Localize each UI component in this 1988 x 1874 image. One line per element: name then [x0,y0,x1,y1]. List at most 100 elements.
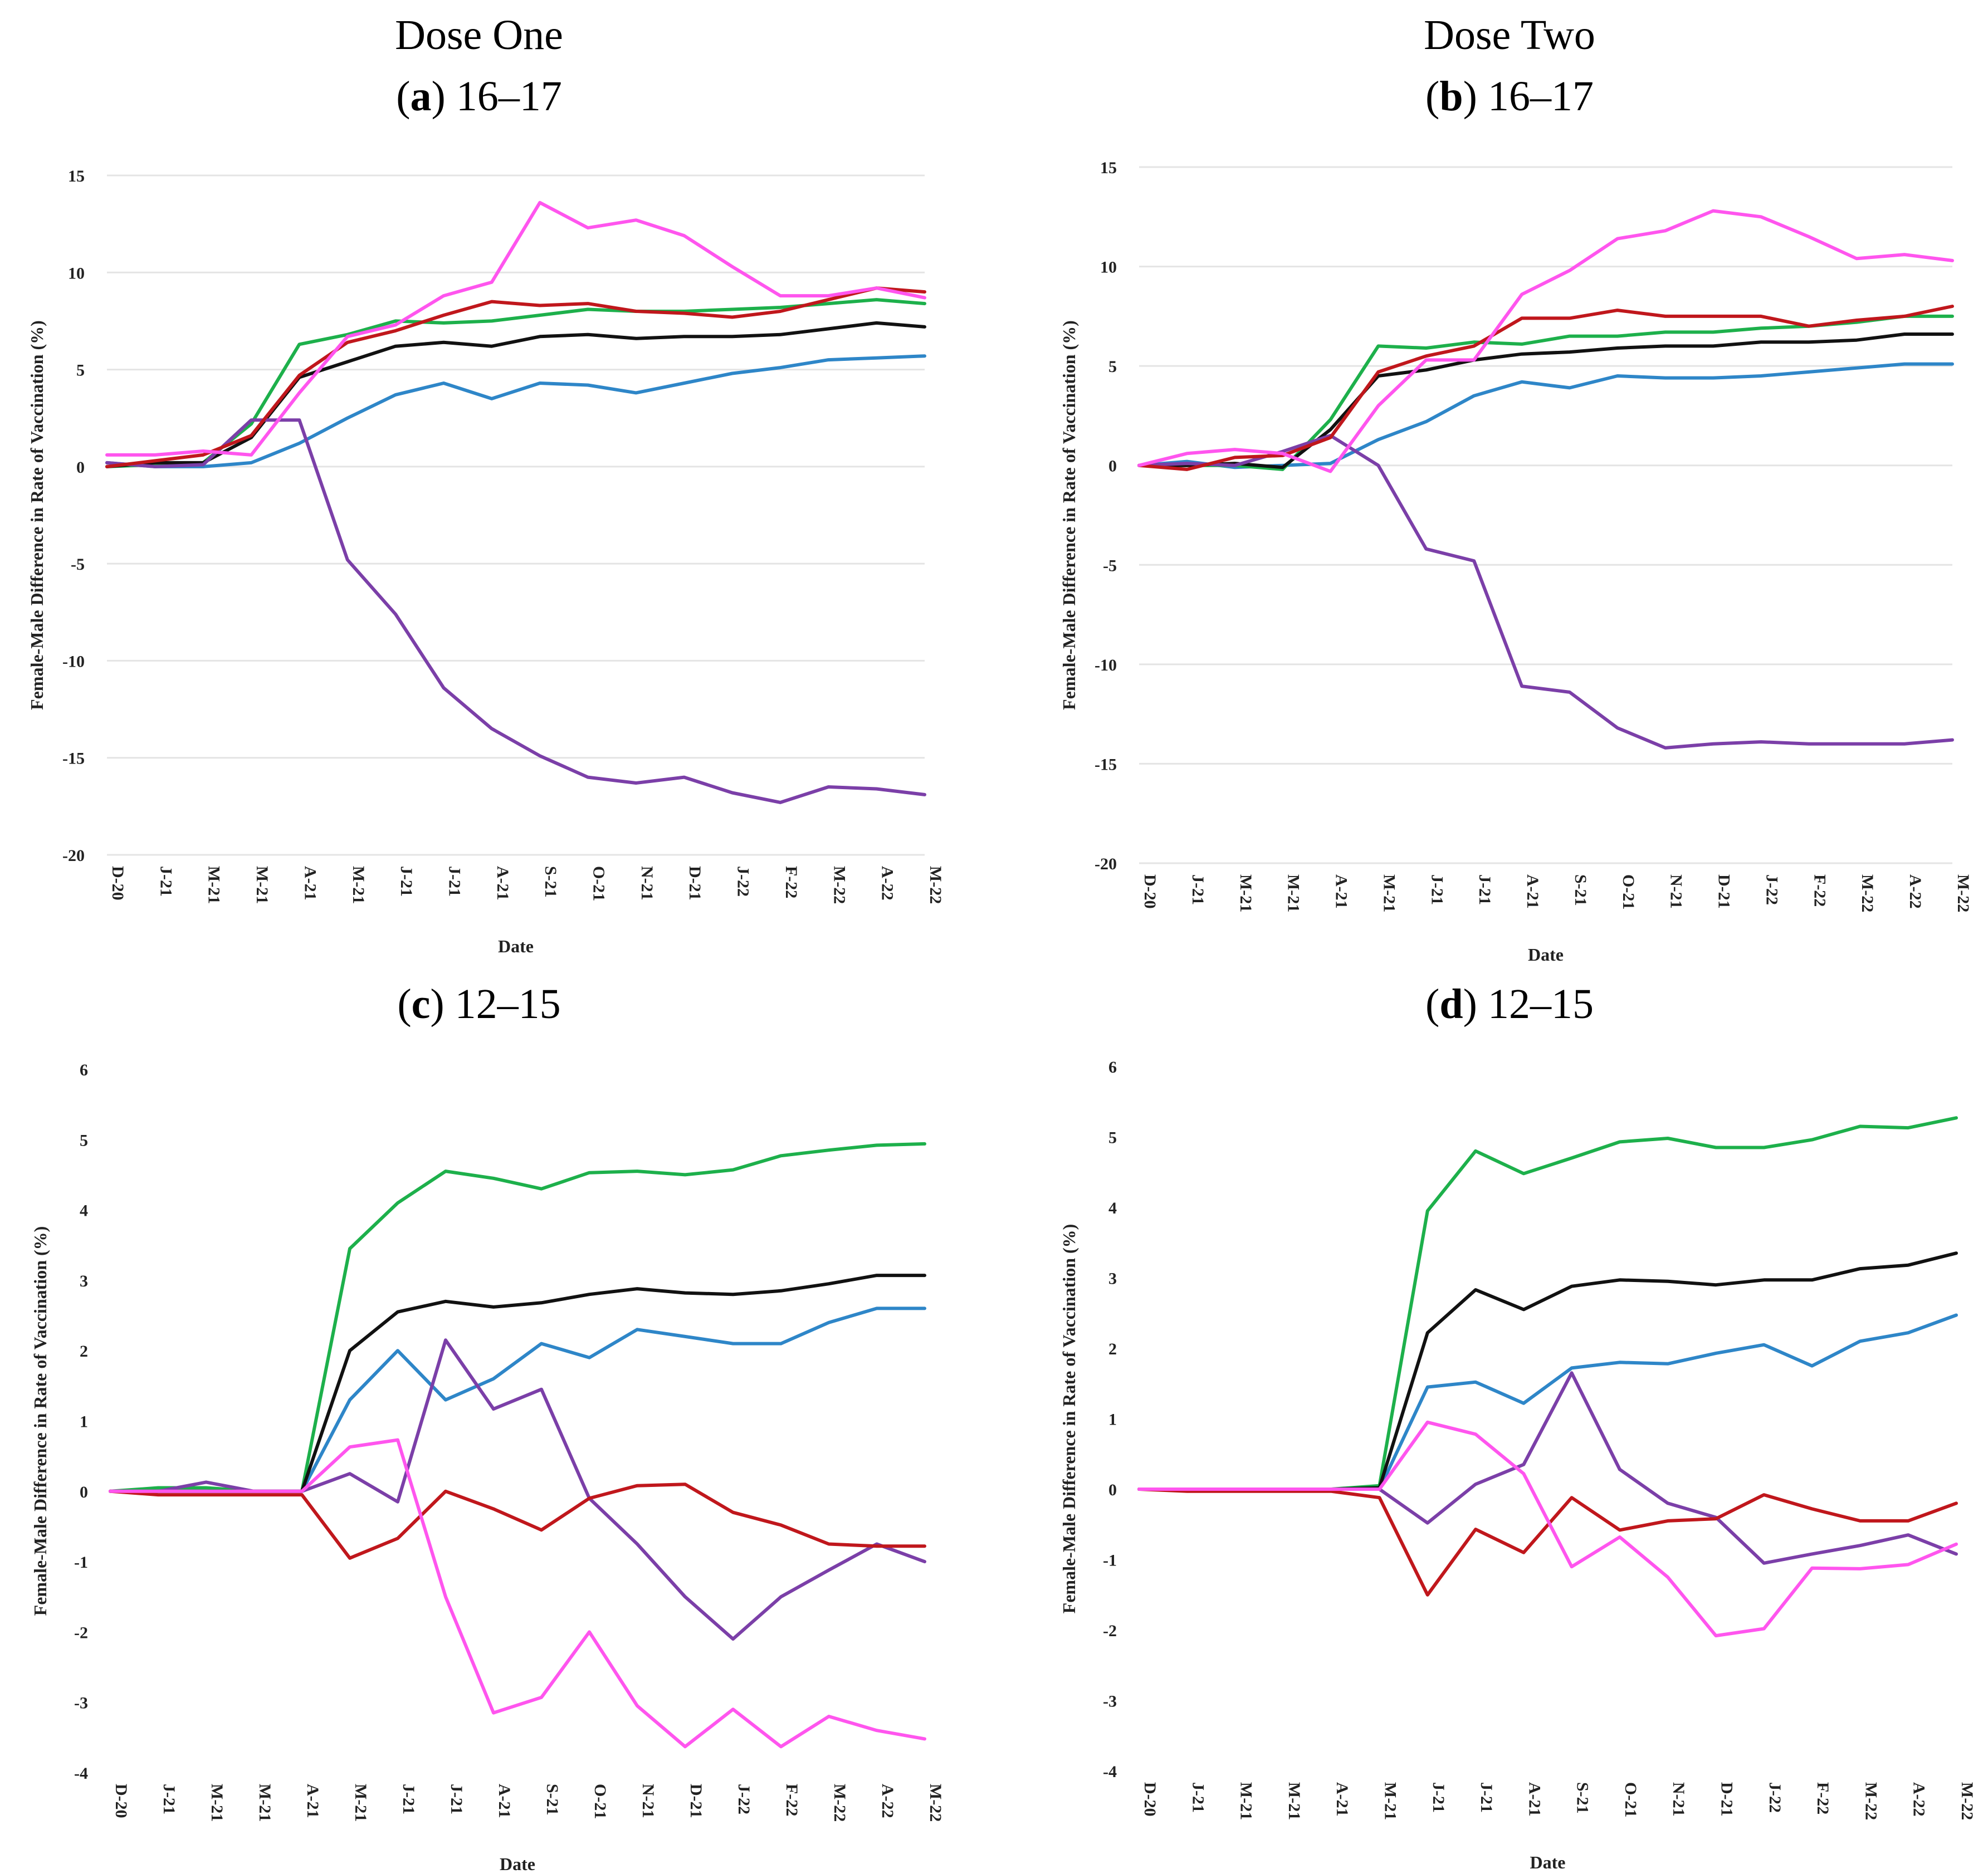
xtick-a-15: M-22 [830,866,848,904]
ytick-b-4: 0 [1108,457,1117,476]
column-title-dose-two: Dose Two [1424,12,1595,58]
ylabel-b: Female-Male Difference in Rate of Vaccin… [1059,320,1079,710]
ytick-a-5: 5 [76,361,85,380]
ytick-d-10: 6 [1108,1058,1117,1077]
xtick-c-0: D-20 [112,1784,130,1818]
ytick-c-6: 2 [80,1342,88,1361]
panel-label-b: 16–17 [1487,73,1594,120]
chart-d: -4 -3 -2 -1 0 1 2 3 4 5 6 D-20 J-21 M-21 M-21 A-21 M-21 J… [1059,1058,1976,1872]
xtick-a-17: M-22 [926,866,945,904]
xtick-d-5: M-21 [1381,1782,1399,1820]
xtick-d-1: J-21 [1189,1782,1207,1813]
ytick-d-8: 4 [1108,1199,1117,1217]
xtick-b-4: A-21 [1332,874,1351,909]
series-line-b-purple [1137,434,1954,750]
panel-letter-c: c [411,981,431,1027]
series-line-c-green [109,1142,926,1493]
series-line-b-red [1137,305,1954,471]
panel-letter-d: d [1439,981,1463,1027]
xtick-c-7: J-21 [447,1784,466,1814]
xtick-d-13: J-22 [1766,1782,1784,1813]
ylabel-a: Female-Male Difference in Rate of Vaccin… [27,320,47,710]
xtick-a-9: S-21 [541,866,560,898]
series-line-d-green [1137,1116,1958,1491]
ytick-b-2: -10 [1095,656,1117,674]
xtick-b-12: D-21 [1715,874,1733,909]
panel-label-c: 12–15 [455,981,561,1027]
ytick-b-3: -5 [1103,556,1117,575]
panel-letter-a: a [410,73,432,120]
ytick-c-10: 6 [80,1061,88,1079]
ytick-c-2: -2 [74,1623,88,1642]
ytick-a-0: -20 [62,847,85,865]
chart-c: -4 -3 -2 -1 0 1 2 3 4 5 6 D-20 J-21 M-21 M-21 A-21 M-21 J… [30,1061,945,1874]
xtick-d-14: F-22 [1814,1782,1832,1814]
xtick-c-15: M-22 [831,1784,849,1822]
xtick-c-3: M-21 [256,1784,274,1822]
xtick-c-5: M-21 [351,1784,370,1822]
chart-a: -20 -15 -10 -5 0 5 10 15 D-20 J-21 M-21 M-21 A-21 M-2… [27,167,945,956]
xtick-d-7: J-21 [1477,1782,1496,1813]
xtick-a-7: J-21 [445,866,463,897]
ytick-d-6: 2 [1108,1340,1117,1358]
xtick-c-16: A-22 [878,1784,897,1818]
xtick-d-10: O-21 [1621,1782,1640,1817]
xtick-a-16: A-22 [878,866,897,901]
panel-title-b: (b) 16–17 [1425,73,1594,120]
xtick-d-17: M-22 [1958,1782,1976,1820]
xtick-b-5: M-21 [1380,874,1398,912]
ytick-c-4: 0 [80,1483,88,1501]
xtick-d-8: A-21 [1525,1782,1543,1817]
xtick-a-12: D-21 [686,866,704,901]
ytick-d-9: 5 [1108,1129,1117,1147]
xtick-a-1: J-21 [157,866,175,897]
ytick-d-4: 0 [1108,1481,1117,1499]
xtick-a-13: J-22 [734,866,753,897]
series-line-d-pink [1137,1420,1958,1638]
xtick-b-3: M-21 [1284,874,1303,912]
ytick-d-3: -1 [1103,1552,1117,1570]
panel-title-a: (a) 16–17 [396,73,562,120]
series-line-b-black [1137,332,1954,469]
ylabel-c: Female-Male Difference in Rate of Vaccin… [30,1226,50,1616]
xtick-c-2: M-21 [208,1784,226,1822]
ylabel-d: Female-Male Difference in Rate of Vaccin… [1059,1224,1079,1614]
xtick-b-6: J-21 [1428,874,1446,905]
ytick-d-5: 1 [1108,1411,1117,1429]
xtick-b-13: J-22 [1762,874,1781,905]
ytick-d-1: -3 [1103,1692,1117,1711]
ytick-b-5: 5 [1108,358,1117,376]
xtick-a-14: F-22 [782,866,800,898]
xtick-b-7: J-21 [1476,874,1494,905]
xtick-a-5: M-21 [349,866,368,904]
series-line-c-red [109,1482,926,1560]
xtick-a-3: M-21 [253,866,271,904]
ytick-c-7: 3 [80,1272,88,1290]
xlabel-a: Date [498,936,534,956]
xtick-a-10: O-21 [590,866,608,901]
xlabel-c: Date [500,1854,535,1874]
xtick-d-4: A-21 [1333,1782,1351,1817]
ytick-c-9: 5 [80,1131,88,1149]
series-line-a-purple [105,418,926,804]
xtick-c-4: A-21 [304,1784,322,1818]
xtick-a-2: M-21 [205,866,223,904]
series-line-a-black [105,321,926,468]
xtick-b-11: N-21 [1667,874,1686,909]
xtick-c-11: N-21 [639,1784,657,1818]
xtick-b-10: O-21 [1619,874,1638,909]
xtick-c-6: J-21 [399,1784,418,1814]
chart-b: -20 -15 -10 -5 0 5 10 15 D-20 J-21 M-21 M-21 A-21 M-2… [1059,159,1972,965]
series-line-d-red [1137,1488,1958,1597]
xtick-c-9: S-21 [543,1784,561,1816]
series-line-d-blue [1137,1313,1958,1491]
series-line-b-green [1137,314,1954,471]
ytick-b-1: -15 [1095,755,1117,774]
xtick-c-13: J-22 [735,1784,753,1814]
xtick-c-14: F-22 [783,1784,801,1816]
xtick-b-1: J-21 [1189,874,1207,905]
series-line-b-pink [1137,209,1954,473]
xtick-a-11: N-21 [638,866,656,901]
xtick-d-3: M-21 [1285,1782,1303,1820]
